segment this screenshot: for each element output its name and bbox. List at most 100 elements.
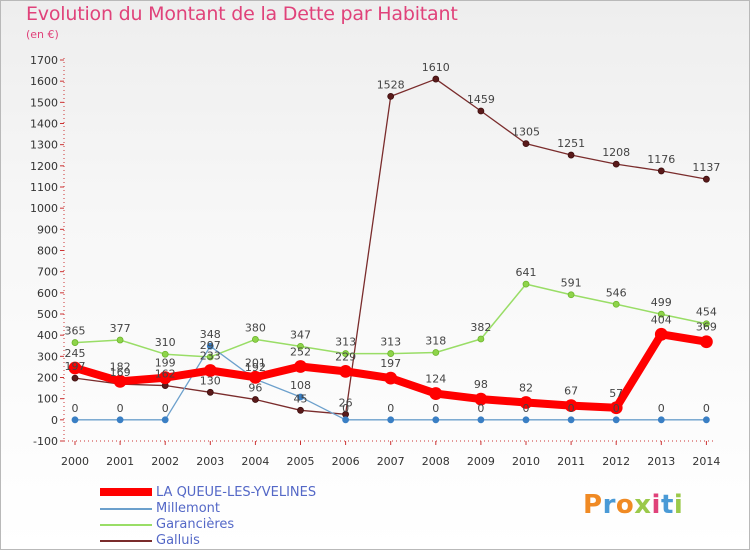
y-tick-label: 1700 (30, 54, 58, 67)
data-label: 369 (696, 321, 717, 334)
data-point (297, 406, 304, 414)
x-tick-label: 2009 (467, 455, 495, 468)
data-point (657, 167, 665, 175)
data-label: 1610 (422, 61, 450, 74)
data-point (251, 335, 259, 343)
x-tick-label: 2004 (241, 455, 269, 468)
data-point (71, 374, 79, 382)
data-point (342, 416, 350, 424)
chart-title: Evolution du Montant de la Dette par Hab… (26, 3, 458, 25)
data-label: 0 (432, 402, 439, 415)
x-tick-label: 2012 (602, 455, 630, 468)
data-point (251, 396, 259, 403)
data-point (161, 350, 169, 358)
data-label: 454 (696, 306, 717, 319)
data-point (384, 371, 398, 385)
data-label: 380 (245, 321, 266, 334)
y-tick-label: 300 (37, 350, 58, 363)
logo-letter: P (583, 490, 603, 520)
data-point (113, 374, 127, 388)
x-tick-label: 2014 (692, 455, 720, 468)
data-point (567, 416, 575, 424)
data-point (432, 75, 440, 83)
data-point (612, 416, 620, 424)
y-tick-label: 400 (37, 329, 58, 342)
x-tick-label: 2011 (557, 455, 585, 468)
data-point (522, 140, 530, 148)
data-point (387, 416, 395, 424)
proxiti-logo: Proxiti (583, 490, 683, 520)
data-label: 197 (65, 360, 86, 373)
x-tick-label: 2013 (647, 455, 675, 468)
data-label: 0 (658, 402, 665, 415)
data-point (567, 291, 575, 299)
data-label: 0 (117, 402, 124, 415)
data-label: 0 (342, 402, 349, 415)
data-label: 0 (613, 402, 620, 415)
data-label: 0 (162, 402, 169, 415)
data-point (477, 416, 485, 424)
data-label: 1528 (377, 78, 405, 91)
data-label: 201 (245, 356, 266, 369)
data-point (703, 175, 710, 183)
data-label: 169 (110, 366, 131, 379)
x-tick-label: 2007 (377, 455, 405, 468)
x-tick-label: 2002 (151, 455, 179, 468)
data-point (522, 416, 530, 424)
logo-letter: i (651, 490, 661, 520)
data-point (297, 342, 304, 350)
series-0 (68, 327, 713, 415)
x-tick-label: 2003 (196, 455, 224, 468)
data-point (71, 416, 79, 424)
data-label: 229 (335, 350, 356, 363)
y-tick-label: 0 (51, 414, 58, 427)
data-point (612, 160, 620, 168)
logo-letter: i (673, 490, 684, 520)
data-label: 499 (651, 296, 672, 309)
data-point (609, 401, 623, 415)
y-tick-label: 100 (37, 393, 58, 406)
data-point (657, 416, 665, 424)
data-point (294, 360, 307, 373)
data-label: 96 (248, 382, 262, 395)
y-tick-label: 500 (37, 308, 58, 321)
data-label: 297 (200, 339, 221, 352)
legend-label: Galluis (156, 533, 200, 548)
data-point (71, 339, 79, 346)
data-label: 57 (609, 387, 623, 400)
data-label: 1305 (512, 126, 540, 139)
data-label: 0 (72, 402, 79, 415)
data-label: 192 (245, 361, 266, 374)
data-label: 313 (335, 336, 356, 349)
data-point (116, 336, 124, 344)
data-point (612, 300, 620, 308)
logo-letter: t (660, 490, 674, 520)
data-label: 108 (290, 379, 311, 392)
y-tick-label: 1000 (30, 202, 58, 215)
data-point (657, 310, 665, 318)
data-point (477, 107, 485, 115)
data-label: 591 (561, 277, 582, 290)
data-point (206, 388, 214, 396)
logo-text: Proxiti (583, 490, 683, 520)
y-tick-label: 700 (37, 266, 58, 279)
data-point (432, 349, 440, 356)
y-tick-label: 1200 (30, 160, 58, 173)
legend-swatch (100, 524, 152, 526)
x-tick-label: 2010 (512, 455, 540, 468)
legend-swatch (100, 508, 152, 510)
data-label: 252 (290, 345, 311, 358)
data-point (342, 350, 350, 357)
data-label: 382 (470, 321, 491, 334)
data-label: 1137 (692, 161, 720, 174)
data-label: 67 (564, 385, 578, 398)
data-label: 45 (294, 392, 308, 405)
data-label: 26 (339, 396, 353, 409)
data-label: 0 (703, 402, 710, 415)
y-tick-label: 1500 (30, 96, 58, 109)
data-point (432, 416, 440, 424)
data-label: 365 (65, 325, 86, 338)
legend-label: LA QUEUE-LES-YVELINES (156, 485, 317, 500)
x-tick-label: 2000 (61, 455, 89, 468)
data-point (522, 280, 530, 288)
